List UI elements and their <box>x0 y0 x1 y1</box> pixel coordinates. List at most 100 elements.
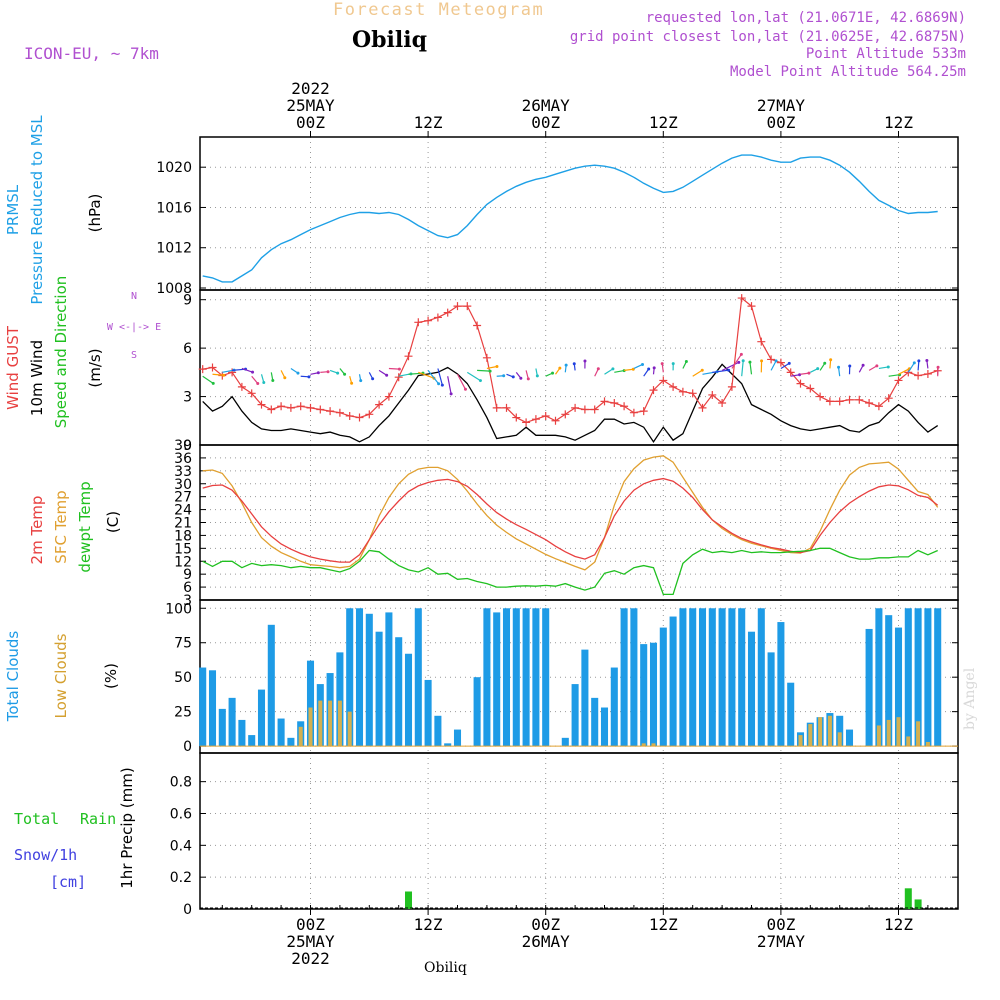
gust-marker <box>208 363 217 372</box>
gust-marker <box>669 382 678 391</box>
total-cloud-bar <box>542 608 550 747</box>
compass-s: S <box>131 350 137 361</box>
total-cloud-bar <box>581 649 589 747</box>
low-cloud-bar <box>896 717 901 747</box>
xtick-label-bottom: 25MAY <box>286 932 335 951</box>
wind-arrow-head <box>611 367 615 371</box>
wind-arrow-head <box>774 359 778 363</box>
wind-arrow-head <box>829 358 833 362</box>
ytick-label: 100 <box>165 601 192 617</box>
gust-marker <box>737 294 746 303</box>
total-cloud-bar <box>620 608 628 747</box>
wind-arrow-head <box>823 361 827 365</box>
wind-arrow <box>447 376 452 395</box>
total-cloud-bar <box>865 628 873 747</box>
wind-arrow <box>790 374 800 377</box>
wind-arrow-head <box>684 360 688 364</box>
label-speed-dir: Speed and Direction <box>52 276 70 429</box>
meteogram-title: Forecast Meteogram <box>333 0 545 20</box>
gust-marker <box>237 382 246 391</box>
gust-marker <box>512 413 521 422</box>
low-cloud-bar <box>808 724 813 747</box>
label-cm: [cm] <box>50 873 86 891</box>
total-cloud-bar <box>649 642 658 747</box>
ytick-label: 0.4 <box>170 838 192 854</box>
wind-arrow-head <box>861 363 865 367</box>
wind-arrow-head <box>739 352 743 356</box>
wind-arrow-head <box>283 376 287 380</box>
ytick-label: 33 <box>174 464 192 480</box>
total-cloud-bar <box>277 718 285 747</box>
gust-marker <box>326 407 335 416</box>
total-cloud-bar <box>757 608 765 747</box>
model-altitude: Model Point Altitude 564.25m <box>729 64 966 80</box>
total-cloud-bar <box>218 708 226 747</box>
xtick-label-bottom: 2022 <box>291 949 330 968</box>
t2m-line <box>202 477 939 563</box>
xtick-label-bottom: 12Z <box>414 915 443 934</box>
gust-marker <box>394 373 403 382</box>
wind-arrow-head <box>807 371 811 375</box>
wind-arrow-head <box>671 362 675 366</box>
dewpoint-line <box>202 547 938 596</box>
gust-marker <box>816 392 825 401</box>
wind-arrow-head <box>535 374 539 378</box>
total-cloud-bar <box>934 608 942 747</box>
total-cloud-bar <box>444 743 452 747</box>
wind-arrow <box>633 363 643 370</box>
wind-arrow-head <box>787 361 791 365</box>
gust-marker <box>551 416 560 425</box>
wind-arrow-head <box>925 359 929 363</box>
total-cloud-bar <box>718 608 726 747</box>
total-cloud-bar <box>355 608 364 747</box>
gust-marker <box>277 402 286 411</box>
panel-frame <box>199 136 959 291</box>
panel-frame <box>199 444 959 601</box>
ytick-label: 0.2 <box>170 870 192 886</box>
wind-arrow <box>388 367 400 370</box>
wind-arrow-head <box>748 360 752 364</box>
label-dewpt: dewpt Temp <box>76 481 94 572</box>
total-cloud-bar <box>512 608 520 747</box>
wind-arrow-head <box>271 378 275 382</box>
total-cloud-bar <box>728 608 736 747</box>
gust-marker <box>306 403 315 412</box>
total-cloud-bar <box>483 608 491 747</box>
gust-marker <box>473 321 482 330</box>
low-cloud-bar <box>337 700 342 747</box>
wind-arrow <box>202 375 214 384</box>
wind-arrow-head <box>296 371 300 375</box>
gust-marker <box>659 376 668 385</box>
label-precip-mm: 1hr Precip (mm) <box>118 767 136 888</box>
wind-arrow <box>868 365 878 371</box>
total-cloud-bar <box>845 729 854 747</box>
low-cloud-bar <box>798 735 803 747</box>
gust-marker <box>610 399 619 408</box>
total-cloud-bar <box>571 684 579 747</box>
label-c: (C) <box>104 511 122 533</box>
requested-coords: requested lon,lat (21.0671E, 42.6869N) <box>645 10 966 26</box>
station-name: Obiliq <box>352 27 428 53</box>
total-cloud-bar <box>885 615 893 747</box>
wind-arrow-head <box>848 364 852 368</box>
gust-marker <box>247 389 256 398</box>
wind-arrow-head <box>647 367 651 371</box>
gust-marker <box>590 405 599 414</box>
total-cloud-bar <box>532 608 540 747</box>
wind-arrow-head <box>343 372 347 376</box>
total-cloud-bar <box>610 667 618 747</box>
gust-marker <box>718 399 727 408</box>
gust-marker <box>845 395 854 404</box>
wind-arrow-head <box>350 381 354 385</box>
wind-arrow-head <box>760 359 764 363</box>
gust-marker <box>384 392 393 401</box>
total-cloud-bar <box>208 670 217 747</box>
gust-marker <box>492 403 501 412</box>
total-cloud-bar <box>836 715 844 747</box>
gust-marker <box>443 308 452 317</box>
ytick-label: 0 <box>183 438 192 454</box>
wind-arrow-head <box>449 392 453 396</box>
wind-arrow-head <box>488 369 492 373</box>
gust-marker <box>365 410 374 419</box>
